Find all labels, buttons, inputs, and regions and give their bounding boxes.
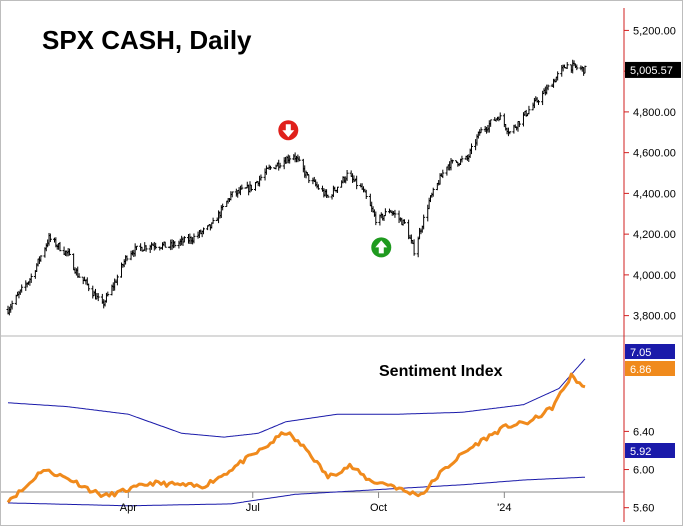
price-bar [307,174,311,184]
sentiment-lower-band [7,476,585,507]
signal-arrows [278,120,392,258]
price-bar [546,84,550,91]
last-value-labels: 5,005.57 7.05 6.86 5.92 [625,61,681,458]
price-bar [583,65,587,74]
price-bar [154,242,158,250]
x-tick-label: Jul [246,502,260,514]
price-bar [422,214,426,230]
price-tick-label: 4,000.00 [633,270,676,282]
price-bar [106,291,110,297]
x-tick-label: Apr [120,502,137,514]
sentiment-value-label: 6.86 [630,364,651,376]
price-bar [556,71,560,81]
price-bar [460,155,464,163]
price-bar [431,187,435,197]
price-bar [77,273,81,278]
price-bar [450,159,454,164]
sentiment-value-box [625,361,675,376]
price-bar [489,119,493,127]
price-tick-label: 3,800.00 [633,311,676,323]
price-bar [336,186,340,193]
price-bar [48,233,52,243]
price-bar [259,174,263,181]
price-bar [355,175,359,190]
chart-title: SPX CASH, Daily [42,25,252,55]
sentiment-tick-label: 6.40 [633,426,654,438]
sentiment-value-box [625,344,675,359]
price-bar [345,169,349,181]
sentiment-value-label: 5.92 [630,446,651,458]
x-tick-label: '24 [497,502,511,514]
price-bar [316,184,320,190]
sentiment-axis-ticks: 5.60 6.00 6.40 [624,426,654,515]
price-tick-label: 4,800.00 [633,107,676,119]
price-bar [10,300,14,310]
price-bar [87,283,91,292]
price-bar [135,245,139,251]
x-axis-ticks: Apr Jul Oct '24 [120,492,512,514]
price-tick-label: 4,400.00 [633,188,676,200]
price-bar [29,273,33,283]
last-price-box [625,61,681,78]
price-bar [192,233,196,244]
price-bar [565,62,569,69]
price-bar [479,127,483,134]
price-bar [498,112,502,121]
price-bar [508,131,512,135]
price-bar [374,211,378,226]
price-bar [58,241,62,252]
price-tick-label: 4,600.00 [633,148,676,160]
price-bar [211,217,215,224]
price-bar [68,248,72,256]
price-bar [20,284,24,293]
sentiment-tick-label: 5.60 [633,503,654,515]
price-bar [115,274,119,286]
price-bar [441,169,445,179]
price-tick-label: 5,200.00 [633,25,676,37]
price-bars [6,59,587,316]
price-bar [221,203,225,211]
price-bar [230,191,234,198]
sentiment-title: Sentiment Index [379,363,503,380]
last-price-label: 5,005.57 [630,65,673,77]
price-bar [269,165,273,170]
sentiment-tick-label: 6.00 [633,465,654,477]
price-bar [393,209,397,218]
price-bar [470,143,474,155]
price-bar [412,239,416,256]
price-bar [278,162,282,169]
price-bar [288,155,292,164]
price-bar [202,227,206,235]
price-bar [537,99,541,105]
price-bar [403,219,407,224]
buy-signal-arrow-icon [371,237,392,258]
sentiment-index-line [6,372,586,504]
price-bar [383,208,387,217]
price-bar [527,105,531,115]
price-bar [364,189,368,199]
sentiment-value-label: 7.05 [630,347,651,359]
price-bar [96,293,100,302]
price-bar [163,241,167,248]
price-bar [240,184,244,190]
price-bar [249,184,253,192]
price-bar [182,236,186,243]
x-tick-label: Oct [370,502,387,514]
price-bar [173,241,177,248]
price-bar [326,194,330,198]
price-bar [297,156,301,162]
price-bar [144,245,148,252]
price-bar [125,255,129,262]
price-tick-label: 4,200.00 [633,229,676,241]
price-bar [517,121,521,128]
sentiment-upper-band [7,358,586,438]
price-bar [39,255,43,262]
price-bar [575,64,579,71]
sentiment-value-box [625,443,675,458]
sell-signal-arrow-icon [278,120,299,141]
